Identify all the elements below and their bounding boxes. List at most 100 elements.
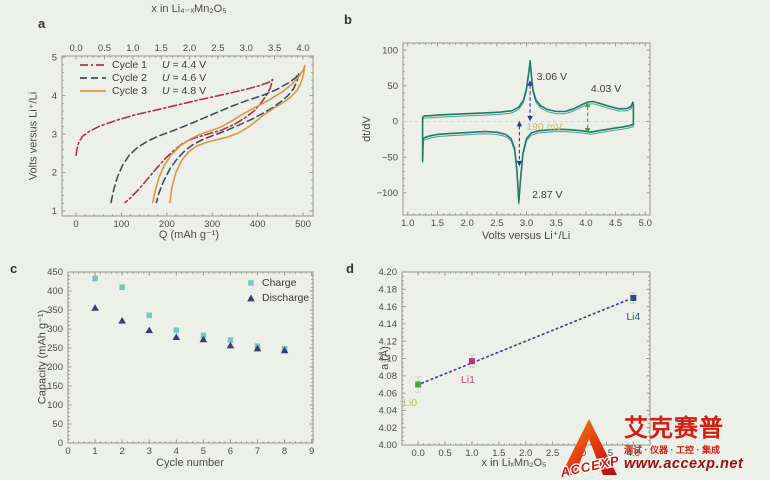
svg-text:4: 4 (52, 91, 57, 102)
panel-label-b: b (344, 12, 352, 27)
discharge-point (280, 346, 289, 354)
panel-b-axes: 1.0 1.5 2.0 2.5 3.0 3.5 4.0 4.5 5.0 −100 −50 0 50 100 (377, 42, 652, 229)
panel-b-y-axis-title: dt/dV (361, 116, 373, 142)
svg-text:1.5: 1.5 (155, 43, 168, 54)
panel-a-curve-cycle3 (152, 64, 306, 204)
panel-c-axes: 0 1 2 3 4 5 6 7 8 9 0 50 100 150 200 250 300 350 400 450 (47, 267, 314, 457)
lattice-trend-line (421, 298, 631, 385)
svg-text:150: 150 (47, 381, 63, 392)
legend-entry-cycle1: Cycle 1 U = 4.4 V (80, 59, 206, 71)
svg-text:0.5: 0.5 (438, 448, 451, 459)
lattice-point-Li1 (468, 354, 475, 368)
point-label-Li4: Li4 (626, 310, 641, 323)
svg-text:0: 0 (65, 446, 70, 457)
panel-a-x-axis-title: Q (mAh g⁻¹) (158, 229, 220, 241)
svg-text:3.0: 3.0 (240, 43, 253, 54)
discharge-point (118, 317, 126, 324)
svg-text:3: 3 (147, 446, 152, 457)
panel-c-series (91, 275, 289, 354)
svg-text:4.00: 4.00 (379, 440, 398, 451)
panel-a-curve-cycle2 (110, 72, 300, 204)
svg-text:1.5: 1.5 (492, 448, 505, 459)
peak-separation-arrow-3 (584, 101, 591, 134)
svg-text:4.18: 4.18 (379, 285, 398, 296)
charge-point (173, 327, 180, 333)
svg-text:100: 100 (114, 219, 130, 230)
svg-text:7: 7 (255, 446, 260, 457)
panel-d-series (415, 292, 637, 393)
legend-series-name: Cycle 1 (112, 59, 148, 71)
svg-text:450: 450 (47, 267, 63, 278)
svg-text:−100: −100 (377, 188, 398, 199)
peak-separation-arrow-1 (527, 80, 533, 122)
charge-point (146, 312, 152, 319)
panel-c-x-axis-title: Cycle number (156, 457, 224, 469)
svg-text:1.0: 1.0 (465, 448, 478, 459)
panel-a-top-axis-title: x in Li₄₋ₓMn₂O₅ (151, 3, 227, 15)
svg-text:9: 9 (309, 446, 314, 457)
svg-text:2.0: 2.0 (519, 448, 532, 459)
panel-c-y-axis-title: Capacity (mAh g⁻¹) (36, 309, 49, 405)
peak-separation-arrow-2 (516, 120, 523, 167)
svg-text:500: 500 (295, 219, 311, 230)
discharge-point (226, 341, 235, 349)
svg-text:3.0: 3.0 (520, 218, 533, 229)
legend-entry-discharge: Discharge (246, 292, 309, 304)
svg-text:4.16: 4.16 (379, 302, 398, 313)
svg-text:5: 5 (52, 52, 57, 63)
svg-text:4.5: 4.5 (609, 218, 622, 229)
svg-text:2.0: 2.0 (183, 43, 196, 54)
svg-text:3.5: 3.5 (550, 218, 563, 229)
legend-entry-cycle2: Cycle 2 U = 4.6 V (80, 72, 206, 84)
lattice-point-Li4 (630, 292, 637, 304)
legend-series-name: Cycle 2 (112, 72, 148, 84)
legend-entry-charge: Charge (246, 277, 309, 289)
panel-d-x-axis-title: x in LiₓMn₂O₅ (481, 457, 547, 469)
svg-text:4.0: 4.0 (627, 448, 640, 459)
panel-b-annotation-1: 3.06 V (536, 71, 567, 84)
legend-line-sample (80, 77, 106, 79)
svg-text:0.5: 0.5 (98, 43, 111, 54)
svg-text:0.0: 0.0 (412, 448, 425, 459)
point-label-Li1: Li1 (460, 374, 475, 387)
watermark-url: www.accexp.net (624, 456, 744, 473)
watermark-tagline: 测试 · 仪器 · 工控 · 集成 (624, 445, 720, 456)
svg-text:2.5: 2.5 (490, 218, 503, 229)
legend-marker-sample (247, 294, 255, 302)
lattice-point-Li0 (415, 376, 422, 393)
svg-text:2: 2 (119, 446, 124, 457)
svg-text:50: 50 (387, 81, 398, 92)
svg-text:4.04: 4.04 (379, 406, 398, 417)
panel-label-c: c (10, 261, 18, 276)
legend-voltage-limit: U = 4.6 V (162, 72, 207, 84)
svg-text:4.08: 4.08 (379, 371, 398, 382)
svg-text:4.02: 4.02 (379, 423, 398, 434)
svg-text:3.5: 3.5 (600, 448, 613, 459)
svg-text:250: 250 (47, 343, 63, 354)
svg-text:−50: −50 (382, 152, 398, 163)
svg-text:200: 200 (159, 219, 175, 230)
svg-text:8: 8 (282, 446, 287, 457)
svg-text:300: 300 (204, 219, 220, 230)
svg-text:100: 100 (382, 45, 398, 56)
svg-text:4: 4 (174, 446, 179, 457)
svg-text:100: 100 (47, 400, 63, 411)
panel-d-y-axis-title: a (Å) (379, 346, 391, 370)
svg-text:300: 300 (47, 324, 63, 335)
legend-series-name: Charge (262, 277, 297, 289)
legend-entry-cycle3: Cycle 3 U = 4.8 V (80, 85, 206, 97)
svg-text:400: 400 (47, 286, 63, 297)
svg-text:0: 0 (58, 438, 63, 449)
panel-b-annotation-4: 190 mV (526, 121, 563, 134)
panel-label-d: d (346, 261, 354, 276)
panel-b-annotation-2: 4.03 V (590, 82, 622, 95)
svg-text:1: 1 (52, 206, 57, 217)
charge-point (200, 332, 207, 339)
svg-text:4.0: 4.0 (296, 43, 309, 54)
svg-text:1.0: 1.0 (401, 218, 414, 229)
legend-line-sample (80, 90, 106, 92)
svg-text:1: 1 (92, 446, 97, 457)
svg-text:5: 5 (201, 446, 206, 457)
